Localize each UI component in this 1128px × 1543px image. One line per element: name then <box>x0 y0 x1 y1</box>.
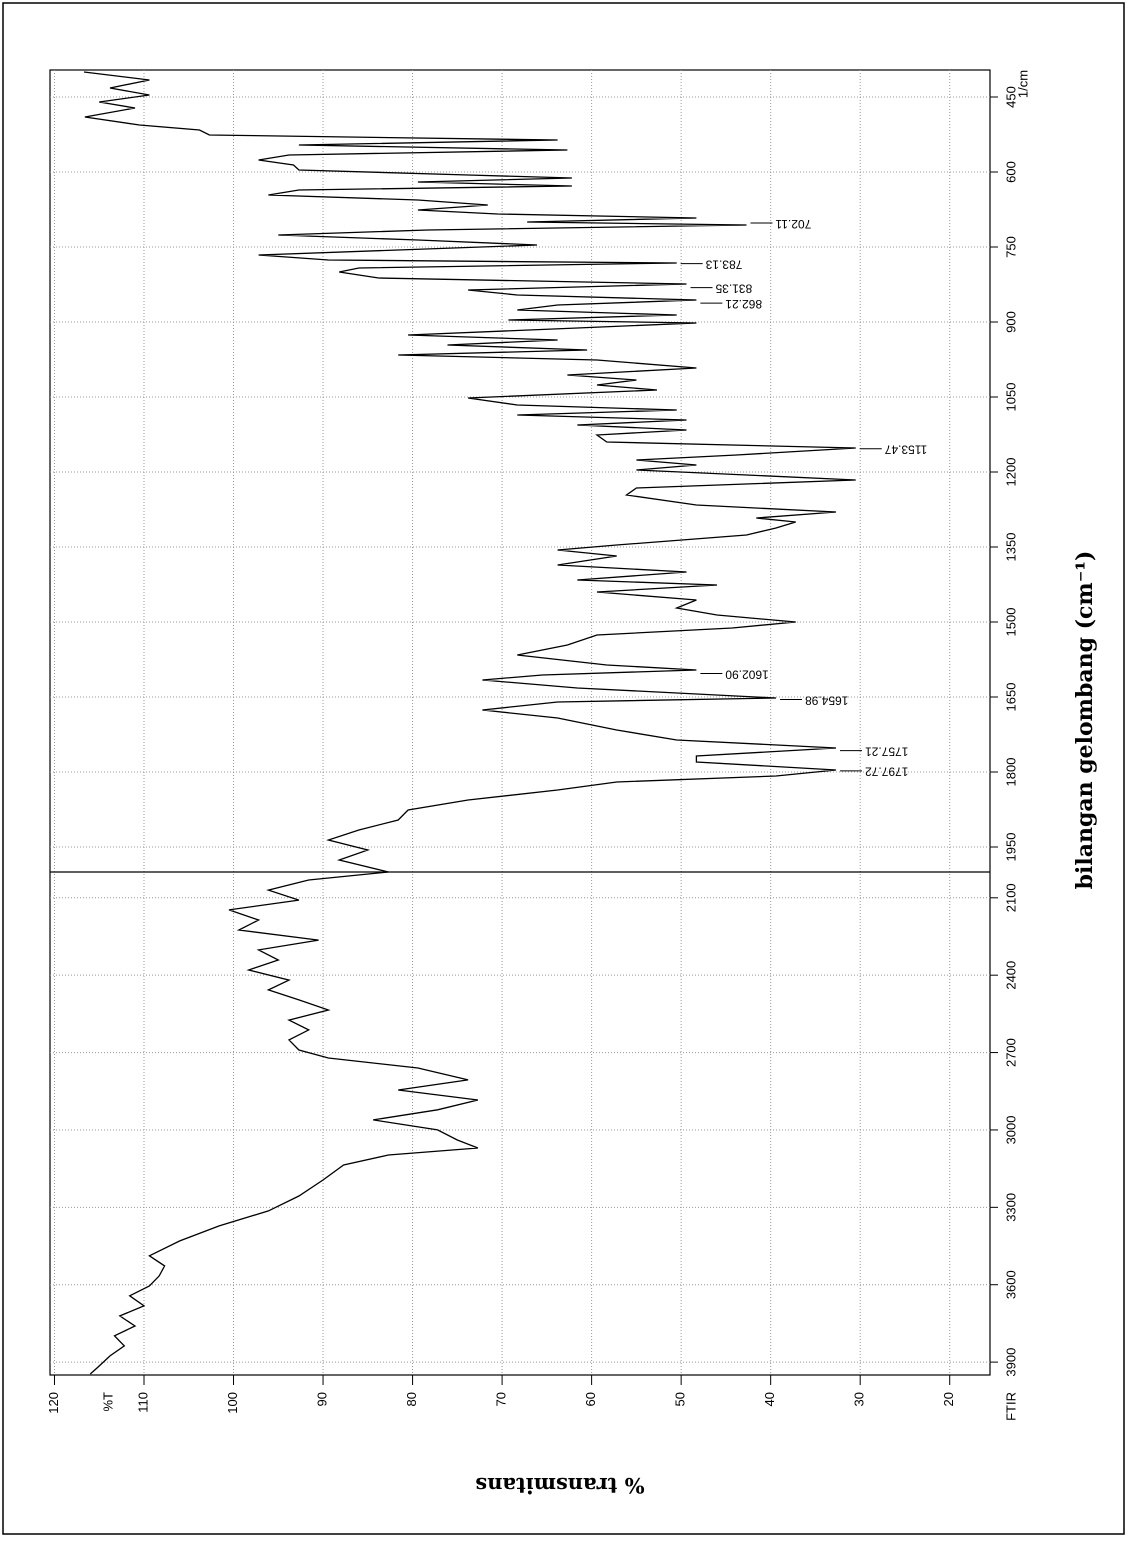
y-axis-title: % transmitans <box>475 1473 644 1498</box>
y-tick-label: 110 <box>135 1392 150 1413</box>
page: {"chart_data": { "type": "line", "ylabel… <box>0 0 1128 1538</box>
x-tick-label: 1500 <box>1003 608 1018 637</box>
x-axis-title: bilangan gelombang (cm⁻¹) <box>1072 551 1098 890</box>
peak-label: 783.13 <box>705 257 742 271</box>
x-tick-label: 1050 <box>1003 383 1018 412</box>
peak-label: 1602.90 <box>725 667 769 681</box>
x-tick-label: 2100 <box>1003 883 1018 912</box>
y-unit-label: %T <box>100 1392 115 1412</box>
x-tick-label: 600 <box>1003 161 1018 183</box>
x-tick-label: 1350 <box>1003 533 1018 562</box>
peak-label: 1757.21 <box>865 744 909 758</box>
chart: % transmitans bilangan gelombang (cm⁻¹) … <box>0 0 1128 1538</box>
y-tick-label: 30 <box>852 1392 867 1406</box>
y-tick-label: 70 <box>494 1392 509 1406</box>
x-tick-label: 3900 <box>1003 1348 1018 1377</box>
x-tick-label: 1800 <box>1003 758 1018 787</box>
x-tick-label: 1200 <box>1003 458 1018 487</box>
x-tick-label: 3600 <box>1003 1270 1018 1299</box>
y-tick-label: 50 <box>673 1392 688 1406</box>
x-tick-label: 1650 <box>1003 683 1018 712</box>
x-tick-label: 750 <box>1003 236 1018 258</box>
outer-frame <box>3 3 1124 1534</box>
peak-label: 862.21 <box>725 297 762 311</box>
x-tick-label: 3300 <box>1003 1193 1018 1222</box>
x-tick-label: 2400 <box>1003 961 1018 990</box>
y-tick-label: 20 <box>941 1392 956 1406</box>
x-tick-label: 450 <box>1003 86 1018 108</box>
y-tick-label: 90 <box>314 1392 329 1406</box>
y-tick-label: 80 <box>404 1392 419 1406</box>
peak-label: 1797.72 <box>865 765 909 779</box>
y-tick-label: 100 <box>225 1392 240 1414</box>
x-tick-label: 2700 <box>1003 1038 1018 1067</box>
y-tick-label: 40 <box>762 1392 777 1406</box>
y-tick-label: 120 <box>46 1392 61 1414</box>
peak-label: 702.11 <box>775 217 811 231</box>
instrument-label: FTIR <box>1003 1392 1018 1421</box>
peak-label: 1153.47 <box>884 443 927 457</box>
y-tick-label: 60 <box>583 1392 598 1406</box>
x-tick-label: 900 <box>1003 311 1018 333</box>
peak-label: 831.35 <box>715 282 752 296</box>
x-tick-label: 3000 <box>1003 1115 1018 1144</box>
x-tick-label: 1950 <box>1003 833 1018 862</box>
peak-label: 1654.98 <box>805 693 849 707</box>
